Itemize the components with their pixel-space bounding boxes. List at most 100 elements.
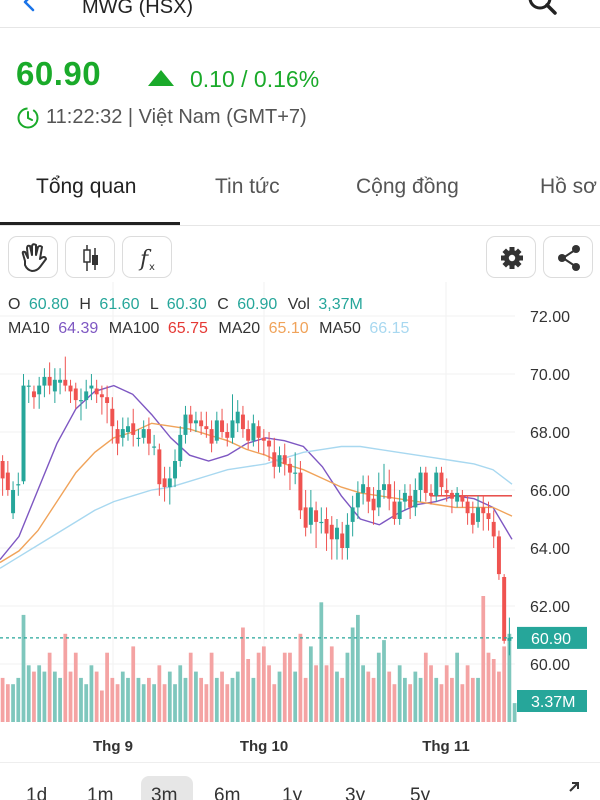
candle — [199, 420, 204, 427]
volume-bar — [241, 627, 245, 722]
volume-bar — [387, 671, 392, 722]
volume-bar — [465, 665, 470, 722]
volume-bar — [52, 671, 57, 722]
candle-type-button[interactable] — [65, 236, 115, 278]
candle — [465, 501, 470, 514]
price-chart[interactable]: 72.00 70.00 68.00 66.00 64.00 62.00 60.00 Thg 9… — [0, 282, 600, 762]
range-selector: 1d 1m 3m 6m 1y 3y 5y — [0, 762, 600, 800]
candle — [251, 423, 256, 441]
search-icon[interactable] — [524, 0, 564, 20]
volume-bar — [21, 614, 26, 722]
volume-bar — [167, 671, 172, 722]
candle — [183, 414, 188, 435]
candle — [470, 513, 475, 525]
volume-tag — [517, 690, 587, 712]
candle — [214, 420, 219, 441]
volume-bar — [413, 671, 418, 722]
volume-bar — [371, 677, 376, 722]
active-tab-indicator — [0, 222, 180, 225]
candle — [16, 484, 21, 486]
candle — [141, 429, 146, 438]
volume-bar — [157, 665, 162, 722]
volume-bar — [68, 671, 73, 722]
candle — [423, 472, 428, 493]
volume-bar — [120, 671, 125, 722]
candle — [68, 385, 73, 392]
candle — [193, 420, 198, 424]
candle — [267, 440, 272, 447]
candle — [63, 379, 68, 386]
ma50-value: 66.15 — [369, 320, 409, 337]
range-6m[interactable]: 6m — [214, 785, 241, 800]
candle — [21, 385, 26, 482]
candle — [167, 478, 172, 488]
candle — [491, 521, 496, 537]
candle — [58, 379, 63, 383]
hand-tool-button[interactable] — [8, 236, 58, 278]
volume-bar — [355, 614, 360, 722]
volume-bar — [491, 659, 496, 722]
volume-bar — [340, 677, 345, 722]
volume-bar — [476, 677, 480, 722]
tab-profile[interactable]: Hồ sơ — [540, 175, 597, 198]
settings-button[interactable] — [486, 236, 536, 278]
tab-news[interactable]: Tin tức — [215, 175, 280, 198]
range-3y[interactable]: 3y — [345, 785, 366, 800]
active-range-highlight — [141, 776, 193, 800]
candle — [146, 429, 151, 444]
candle — [324, 519, 329, 534]
tab-overview[interactable]: Tổng quan — [36, 175, 137, 198]
candle — [402, 492, 407, 502]
share-button[interactable] — [543, 236, 593, 278]
range-3m[interactable]: 3m — [151, 785, 178, 800]
ma50-line — [0, 445, 513, 569]
volume-bar — [188, 652, 193, 722]
volume-bar — [507, 633, 512, 722]
candle — [434, 472, 439, 496]
candle — [246, 429, 251, 441]
range-1d[interactable]: 1d — [26, 785, 48, 800]
volume-bar — [455, 652, 460, 722]
hand-icon — [21, 243, 47, 272]
candle — [444, 490, 449, 493]
candle — [439, 472, 444, 488]
y-axis-tick: 60.00 — [530, 657, 570, 674]
candle — [397, 501, 402, 519]
candle — [366, 487, 371, 502]
x-axis-tick: Thg 11 — [422, 738, 470, 755]
gear-icon — [501, 247, 523, 269]
volume-bar — [199, 677, 204, 722]
tab-bar: Tổng quan Tin tức Cộng đồng Hồ sơ — [0, 148, 600, 226]
candle — [209, 429, 214, 444]
candle — [152, 446, 157, 448]
candle — [115, 429, 120, 444]
volume-bar — [152, 684, 157, 722]
candle — [408, 495, 413, 508]
candle — [314, 510, 319, 522]
volume-bar — [382, 640, 386, 722]
candle — [235, 411, 240, 424]
indicator-button[interactable]: f x — [122, 236, 172, 278]
expand-icon[interactable] — [556, 777, 584, 800]
volume-bar — [131, 646, 136, 722]
candle — [131, 423, 136, 435]
candle — [387, 484, 392, 499]
range-1y[interactable]: 1y — [282, 785, 303, 800]
back-arrow-icon[interactable] — [18, 0, 42, 14]
volume-bar — [366, 671, 371, 722]
candle — [355, 492, 360, 508]
volume-bar — [251, 677, 256, 722]
ma20-line — [0, 422, 513, 564]
ma100-label: MA100 — [109, 320, 160, 337]
candle — [225, 432, 230, 438]
candle — [162, 478, 167, 488]
candle — [126, 426, 130, 432]
candle — [345, 524, 350, 548]
candle — [486, 513, 491, 519]
range-5y[interactable]: 5y — [410, 785, 431, 800]
volume-bar — [110, 677, 115, 722]
volume-bar — [204, 684, 209, 722]
candle — [173, 461, 178, 479]
tab-community[interactable]: Cộng đồng — [356, 175, 459, 198]
range-1m[interactable]: 1m — [87, 785, 114, 800]
